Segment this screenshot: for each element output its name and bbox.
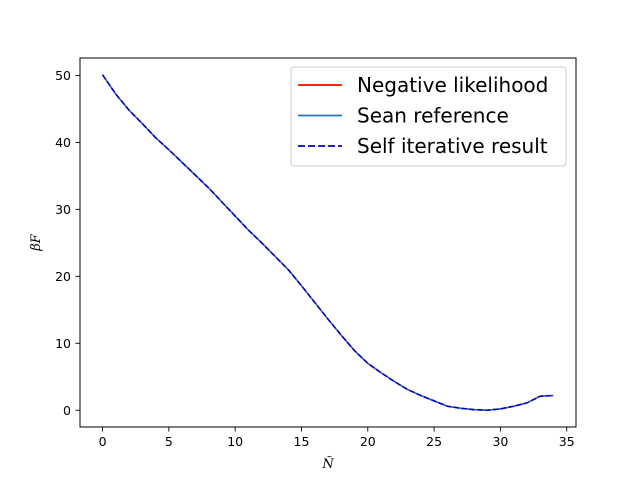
x-tick-label: 20: [360, 434, 376, 449]
legend: Negative likelihood Sean reference Self it…: [290, 66, 567, 167]
y-tick-label: 0: [63, 403, 71, 418]
y-tick-label: 40: [55, 135, 71, 150]
x-tick-label: 15: [294, 434, 310, 449]
legend-label-0: Negative likelihood: [357, 73, 548, 97]
series-line-2: [101, 74, 554, 412]
x-tick-label: 10: [227, 434, 243, 449]
y-tick-label: 20: [55, 269, 71, 284]
x-tick-label: 30: [492, 434, 508, 449]
y-axis-ticks: 0 10 20 30 40 50: [55, 68, 80, 418]
x-axis-ticks: 0 5 10 15 20 25 30 35: [99, 427, 575, 449]
series-layer: [101, 74, 554, 412]
y-tick-label: 10: [55, 336, 71, 351]
legend-box: [290, 66, 567, 167]
x-tick-label: 5: [165, 434, 173, 449]
x-tick-label: 0: [99, 434, 107, 449]
legend-label-1: Sean reference: [357, 104, 509, 128]
x-axis-label: Ñ: [321, 456, 334, 472]
x-tick-label: 35: [559, 434, 575, 449]
plot-frame: [79, 57, 577, 428]
y-tick-label: 50: [55, 68, 71, 83]
y-axis-label: βF: [29, 233, 44, 252]
x-tick-label: 25: [426, 434, 442, 449]
legend-label-2: Self iterative result: [357, 134, 548, 158]
y-tick-label: 30: [55, 202, 71, 217]
